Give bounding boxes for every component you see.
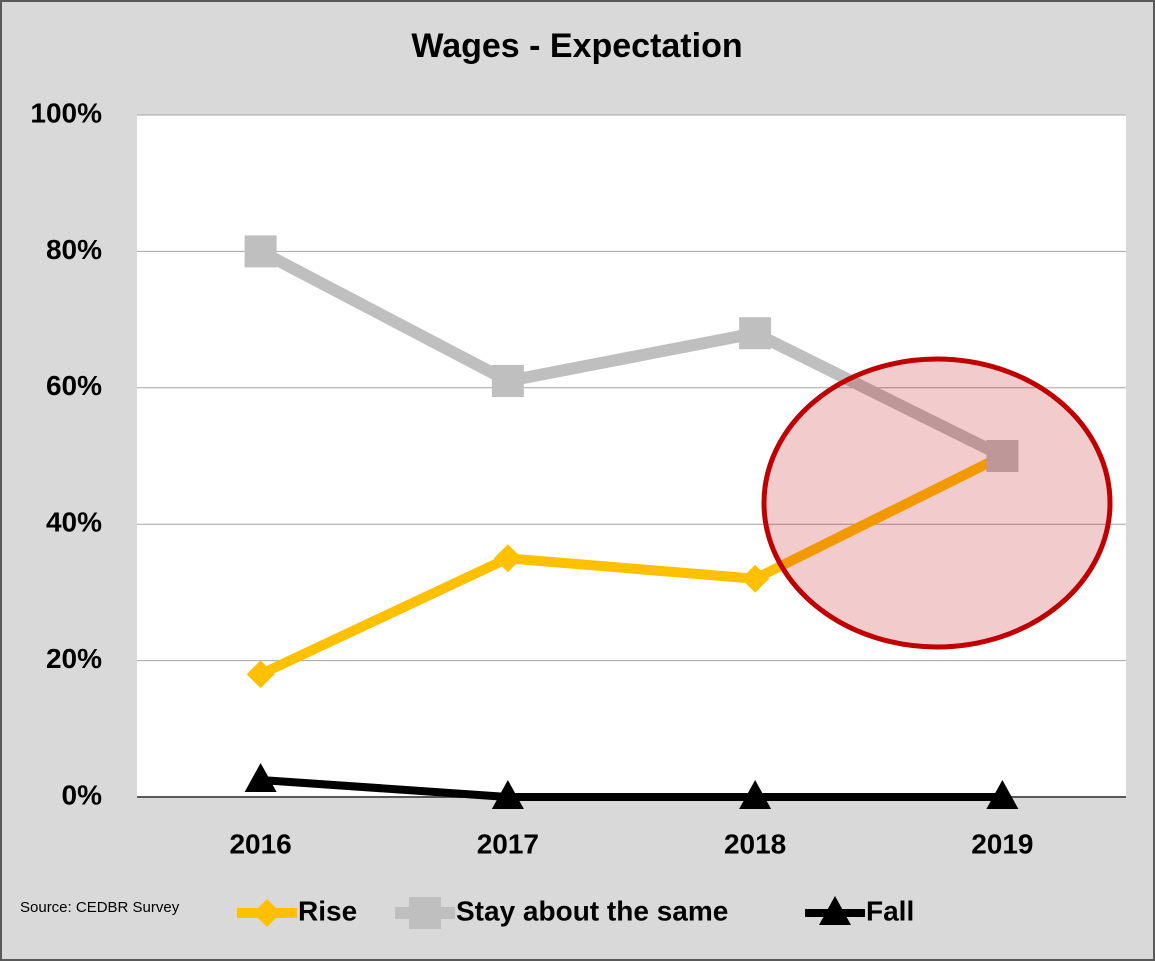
- series-line: [260, 775, 1003, 801]
- marker: [491, 780, 524, 809]
- marker: [244, 235, 277, 268]
- source-note: Source: CEDBR Survey: [20, 899, 180, 916]
- marker: [986, 440, 1019, 472]
- marker: [741, 564, 770, 593]
- highlight-circle: [761, 356, 1113, 650]
- x-tick-label: 2017: [477, 828, 539, 859]
- marker: [819, 896, 851, 925]
- marker: [986, 780, 1019, 809]
- legend-label: Stay about the same: [456, 895, 728, 926]
- marker: [253, 899, 281, 927]
- chart-title: Wages - Expectation: [411, 27, 742, 65]
- y-tick-label: 100%: [30, 97, 102, 128]
- series-line: [258, 451, 1005, 679]
- marker: [493, 544, 522, 573]
- marker: [409, 897, 441, 929]
- marker: [491, 364, 524, 397]
- marker: [739, 317, 772, 350]
- marker: [739, 780, 772, 809]
- legend-label: Rise: [298, 895, 357, 926]
- y-tick-label: 20%: [46, 643, 102, 674]
- legend-label: Fall: [866, 895, 914, 926]
- marks: 0% 20% 40% 60% 80% 100% 2016 2017 2018 2019 Rise St…: [30, 97, 1126, 929]
- y-tick-label: 0%: [62, 779, 103, 810]
- y-tick-label: 40%: [46, 507, 102, 538]
- x-tick-label: 2018: [724, 828, 786, 859]
- y-tick-label: 60%: [46, 370, 102, 401]
- x-tick-label: 2019: [971, 828, 1033, 859]
- marker: [244, 762, 277, 792]
- plot-area: [137, 115, 1126, 797]
- marker: [246, 660, 275, 689]
- y-tick-label: 80%: [46, 234, 102, 265]
- series-line: [257, 246, 1006, 462]
- x-tick-label: 2016: [229, 828, 291, 859]
